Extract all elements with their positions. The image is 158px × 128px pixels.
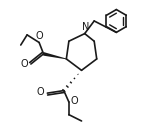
Text: N: N <box>82 22 90 32</box>
Text: O: O <box>20 59 28 69</box>
Polygon shape <box>43 52 66 59</box>
Text: O: O <box>70 96 78 106</box>
Text: O: O <box>36 87 44 98</box>
Text: O: O <box>36 31 44 41</box>
